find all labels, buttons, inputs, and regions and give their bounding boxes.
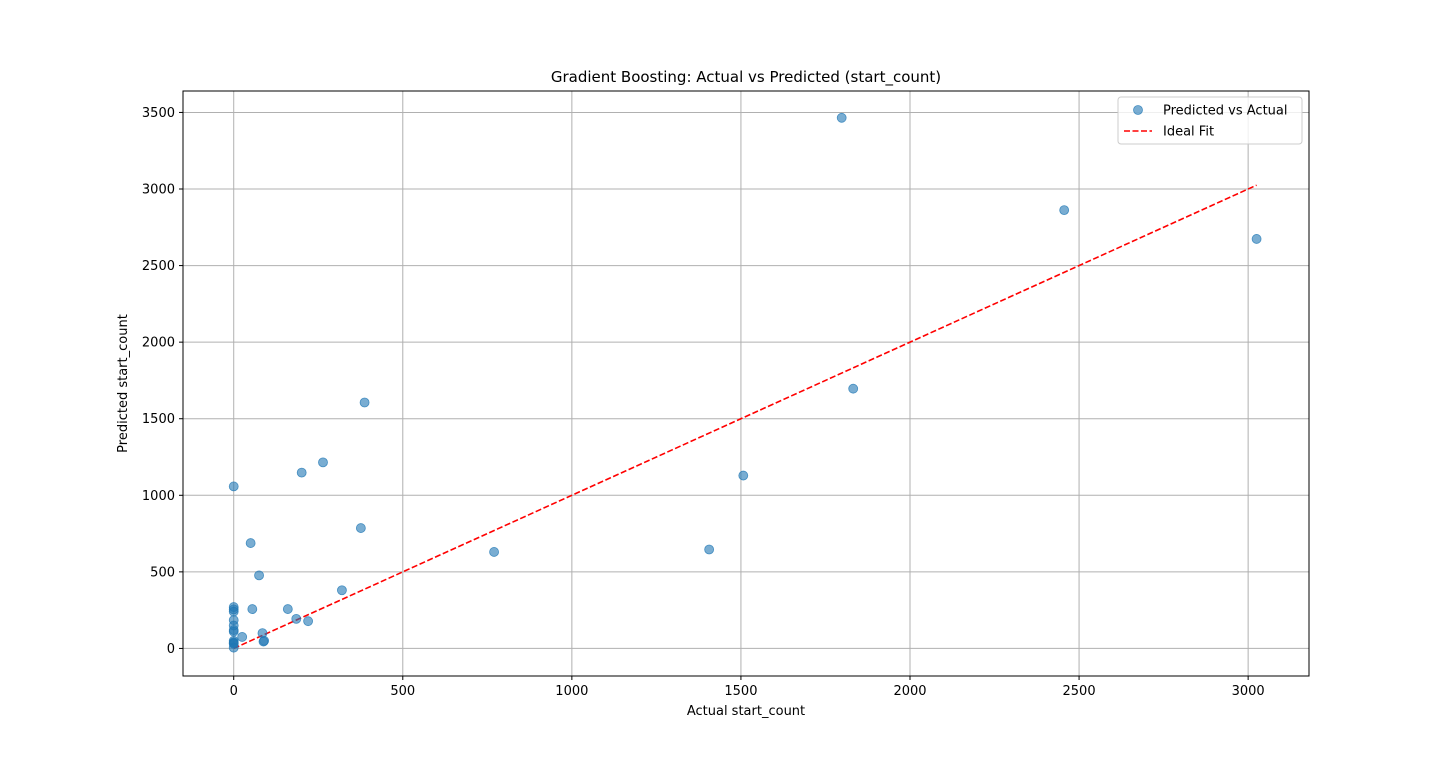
scatter-point	[355, 523, 366, 533]
scatter-point	[296, 467, 307, 478]
scatter-point	[228, 606, 239, 617]
scatter-point	[1251, 234, 1262, 244]
plot-frame	[182, 90, 1310, 677]
x-tick-label: 3000	[1232, 684, 1265, 699]
scatter-point	[282, 604, 293, 614]
scatter-point	[258, 636, 269, 647]
y-tick-label: 1000	[142, 489, 175, 504]
y-tick-label: 2000	[142, 336, 175, 351]
ideal-fit-line	[233, 184, 1257, 650]
x-tick-label: 0	[230, 684, 238, 699]
chart-title: Gradient Boosting: Actual vs Predicted (…	[551, 68, 941, 87]
y-tick-label: 1500	[142, 412, 175, 427]
scatter-point	[228, 481, 239, 492]
y-tick-label: 0	[167, 642, 175, 657]
scatter-point	[291, 613, 302, 624]
x-tick-label: 2500	[1063, 684, 1096, 699]
scatter-point	[318, 457, 328, 468]
scatter-point	[848, 383, 859, 394]
grid	[183, 91, 1309, 676]
scatter-point	[704, 544, 715, 555]
x-tick-label: 500	[390, 684, 415, 699]
y-axis-label: Predicted start_count	[116, 314, 131, 453]
y-tick-label: 500	[150, 565, 175, 580]
scatter-point	[237, 632, 248, 642]
legend-label: Ideal Fit	[1163, 125, 1214, 140]
scatter-point	[228, 642, 239, 653]
legend-label: Predicted vs Actual	[1163, 104, 1287, 119]
scatter-point	[836, 112, 847, 123]
scatter-point	[228, 626, 239, 637]
y-tick-label: 3000	[142, 183, 175, 198]
legend-marker-scatter	[1133, 105, 1143, 115]
scatter-point	[254, 570, 264, 581]
y-tick-label: 2500	[142, 259, 175, 274]
plot-series	[228, 112, 1262, 653]
legend: Predicted vs Actual Ideal Fit	[1117, 96, 1303, 145]
legend-box	[1117, 96, 1303, 145]
x-tick-label: 1500	[724, 684, 757, 699]
x-tick-label: 2000	[893, 684, 926, 699]
axis-ticks: 0 500 1000 1500 2000 2500 3000 0 500 1000 1500 2000…	[142, 106, 1265, 699]
x-tick-label: 1000	[555, 684, 588, 699]
scatter-point	[245, 538, 256, 548]
scatter-point	[489, 547, 499, 557]
x-axis-label: Actual start_count	[687, 704, 805, 719]
scatter-point	[303, 616, 314, 627]
scatter-point	[738, 470, 749, 481]
scatter-point	[359, 397, 370, 408]
y-tick-label: 3500	[142, 106, 175, 121]
scatter-point	[1059, 205, 1070, 216]
scatter-point	[247, 604, 258, 614]
scatter-point	[337, 585, 347, 596]
